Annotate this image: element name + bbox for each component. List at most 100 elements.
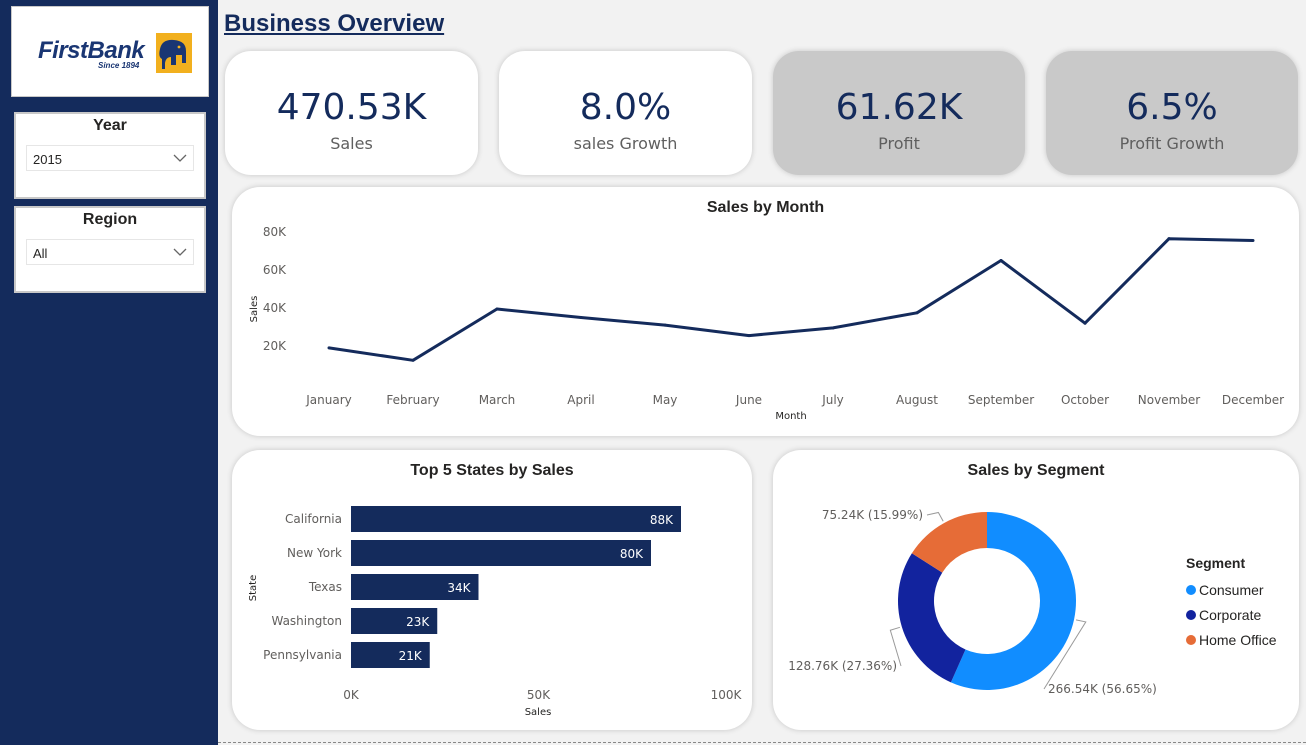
kpi-value: 8.0%	[579, 87, 672, 128]
legend-label: Consumer	[1199, 581, 1264, 598]
chevron-down-icon	[173, 248, 187, 256]
kpi-label: Profit	[878, 134, 920, 153]
legend-item-corporate[interactable]: Corporate	[1186, 602, 1277, 627]
region-value: All	[33, 246, 48, 261]
x-tick-label: November	[1138, 393, 1200, 407]
line-point-september	[999, 259, 1003, 262]
leader-line	[1043, 619, 1087, 690]
sales-by-segment-chart: 266.54K (56.65%) 128.76K (27.36%) 75.24K (…	[788, 508, 1157, 696]
bar-california	[351, 506, 681, 532]
y-tick-label: 80K	[263, 225, 287, 239]
bar-pennsylvania	[351, 642, 430, 668]
kpi-value: 6.5%	[1126, 87, 1218, 128]
region-slicer-label: Region	[82, 211, 138, 228]
x-axis-label: Month	[775, 411, 806, 422]
y-tick-label: 40K	[263, 301, 287, 315]
bar-texas	[351, 574, 479, 600]
page-title: Business Overview	[224, 10, 445, 37]
bar-washington	[351, 608, 438, 634]
chart-title: Sales by Segment	[967, 462, 1105, 479]
home-office-dot-icon	[1186, 634, 1196, 645]
bar-new-york	[351, 540, 651, 566]
kpi-card-profit-growth: 6.5% Profit Growth	[1046, 51, 1298, 175]
leader-line	[926, 511, 944, 522]
donut-data-label: 266.54K (56.65%)	[1048, 682, 1157, 696]
kpi-label: Profit Growth	[1119, 134, 1225, 153]
brand-logo: FirstBank Since 1894	[11, 6, 209, 97]
y-axis-label: Sales	[249, 296, 260, 323]
x-tick-label: March	[479, 393, 516, 407]
chart-title: Top 5 States by Sales	[410, 462, 574, 479]
x-tick-label: 100K	[711, 688, 743, 702]
brand-name: FirstBank	[38, 37, 145, 64]
year-slicer-label: Year	[93, 117, 127, 134]
page-border	[218, 742, 1306, 743]
sales-line-series	[328, 237, 1254, 362]
bar-category-label: Pennsylvania	[263, 648, 342, 662]
top-states-panel: Top 5 States by Sales California 88K New Y…	[232, 450, 752, 730]
line-point-may	[663, 323, 667, 327]
year-dropdown[interactable]: 2015	[26, 145, 194, 171]
bar-category-label: Washington	[271, 614, 342, 628]
donut-slice-home-office	[911, 512, 987, 573]
kpi-card-sales-growth: 8.0% sales Growth	[499, 51, 752, 175]
x-tick-label: August	[896, 393, 938, 407]
segment-legend: Segment Consumer Corporate Home Office	[1186, 555, 1277, 652]
year-value: 2015	[33, 152, 62, 167]
sidebar: FirstBank Since 1894 Year 2015 Region Al…	[0, 0, 218, 745]
kpi-value: 470.53K	[276, 87, 427, 128]
line-point-june	[747, 334, 751, 338]
line-point-december	[1251, 239, 1255, 243]
year-slicer: Year 2015	[14, 112, 206, 199]
x-tick-label: September	[968, 393, 1034, 407]
legend-label: Home Office	[1199, 631, 1277, 648]
bar-data-label: 34K	[447, 581, 471, 595]
legend-item-consumer[interactable]: Consumer	[1186, 577, 1277, 602]
kpi-card-sales: 470.53K Sales	[225, 51, 478, 175]
line-point-march	[495, 307, 499, 311]
x-axis-label: Sales	[525, 707, 552, 718]
elephant-icon	[156, 33, 192, 73]
x-tick-label: October	[1061, 393, 1109, 407]
bar-category-label: New York	[287, 546, 342, 560]
bar-data-label: 23K	[406, 615, 430, 629]
x-tick-label: December	[1222, 393, 1284, 407]
region-dropdown[interactable]: All	[26, 239, 194, 265]
y-axis-label: State	[248, 575, 259, 601]
x-tick-label: February	[386, 393, 439, 407]
line-point-july	[831, 326, 835, 330]
top-states-chart: California 88K New York 80K Texas 34K Washingt…	[248, 506, 743, 718]
chevron-down-icon	[173, 154, 187, 162]
line-point-january	[327, 346, 331, 350]
y-tick-label: 60K	[263, 263, 287, 277]
sales-by-month-panel: Sales by Month 20K 40K 60K 80K January Februa…	[232, 187, 1299, 436]
corporate-dot-icon	[1186, 609, 1196, 620]
line-point-february	[411, 358, 415, 362]
x-tick-label: 50K	[527, 688, 551, 702]
line-point-april	[579, 316, 583, 319]
x-tick-label: June	[735, 393, 762, 407]
x-tick-label: January	[305, 393, 352, 407]
legend-title: Segment	[1186, 555, 1246, 571]
legend-label: Corporate	[1199, 606, 1262, 623]
donut-data-label: 75.24K (15.99%)	[822, 508, 923, 522]
donut-slice-consumer	[950, 512, 1076, 690]
chart-title: Sales by Month	[706, 199, 825, 216]
bar-data-label: 21K	[399, 649, 423, 663]
kpi-card-profit: 61.62K Profit	[773, 51, 1025, 175]
x-tick-label: May	[653, 393, 678, 407]
x-tick-label: April	[567, 393, 594, 407]
line-point-november	[1167, 237, 1171, 241]
line-point-august	[915, 311, 919, 315]
y-tick-label: 20K	[263, 339, 287, 353]
sales-by-month-chart: 20K 40K 60K 80K January February March April May…	[249, 225, 1284, 422]
x-tick-label: July	[821, 393, 844, 407]
x-tick-label: 0K	[343, 688, 360, 702]
kpi-value: 61.62K	[835, 87, 963, 128]
sales-by-segment-panel: Sales by Segment 266.54K (56.65%) 128.76K…	[773, 450, 1299, 730]
bar-data-label: 88K	[650, 513, 674, 527]
legend-item-home-office[interactable]: Home Office	[1186, 627, 1277, 652]
kpi-label: sales Growth	[573, 134, 678, 153]
brand-since: Since 1894	[98, 61, 140, 70]
bar-data-label: 80K	[620, 547, 644, 561]
